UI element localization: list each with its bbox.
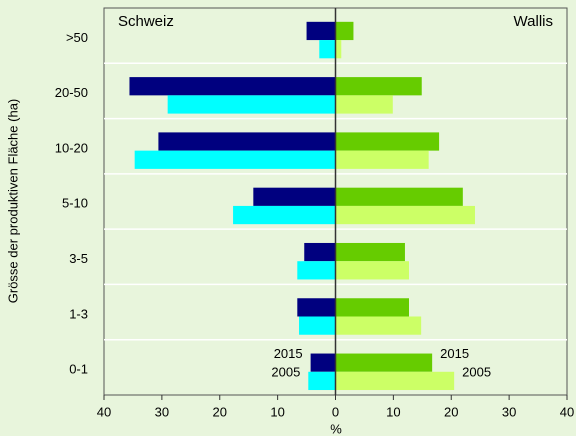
bar <box>319 40 336 59</box>
bar <box>306 21 336 41</box>
bar <box>335 187 463 206</box>
y-tick-label: 5-10 <box>62 196 88 211</box>
bar <box>335 242 405 262</box>
series-label: 2005 <box>462 364 491 379</box>
panel-label: Schweiz <box>118 13 174 30</box>
bar <box>310 353 336 372</box>
bar <box>158 132 336 151</box>
bar <box>299 316 336 335</box>
panel-label: Wallis <box>514 13 553 30</box>
bar <box>233 205 336 225</box>
y-axis-label: Grösse der produktiven Fläche (ha) <box>5 99 20 303</box>
bar <box>335 371 455 391</box>
x-tick-label: 20 <box>444 404 458 419</box>
x-tick-label: 30 <box>502 404 516 419</box>
bar <box>335 205 475 225</box>
bar <box>335 132 440 151</box>
bar <box>253 187 336 206</box>
bar <box>335 95 393 114</box>
y-tick-label: 0-1 <box>69 362 88 377</box>
y-tick-label: 20-50 <box>55 85 88 100</box>
bar <box>304 242 336 262</box>
bar <box>297 261 336 280</box>
x-axis-label: % <box>330 421 342 436</box>
bar <box>134 150 336 169</box>
y-tick-label: 10-20 <box>55 140 88 155</box>
bar <box>335 298 410 317</box>
bar <box>335 353 433 372</box>
bar <box>308 371 336 391</box>
y-tick-label: 1-3 <box>69 306 88 321</box>
x-tick-label: 10 <box>270 404 284 419</box>
bar <box>335 21 354 41</box>
bar <box>167 95 336 114</box>
bar <box>297 298 336 317</box>
x-tick-label: 40 <box>560 404 574 419</box>
bar <box>335 261 410 280</box>
x-tick-label: 0 <box>332 404 339 419</box>
y-tick-label: 3-5 <box>69 251 88 266</box>
y-tick-label: >50 <box>66 30 88 45</box>
x-tick-label: 20 <box>213 404 227 419</box>
bar <box>335 316 422 335</box>
series-label: 2015 <box>274 346 303 361</box>
x-tick-label: 10 <box>386 404 400 419</box>
bar <box>335 150 429 169</box>
bar <box>129 77 336 96</box>
series-label: 2005 <box>271 364 300 379</box>
series-label: 2015 <box>440 346 469 361</box>
x-tick-label: 40 <box>97 404 111 419</box>
bar <box>335 40 342 59</box>
x-tick-label: 30 <box>155 404 169 419</box>
bar <box>335 77 422 96</box>
